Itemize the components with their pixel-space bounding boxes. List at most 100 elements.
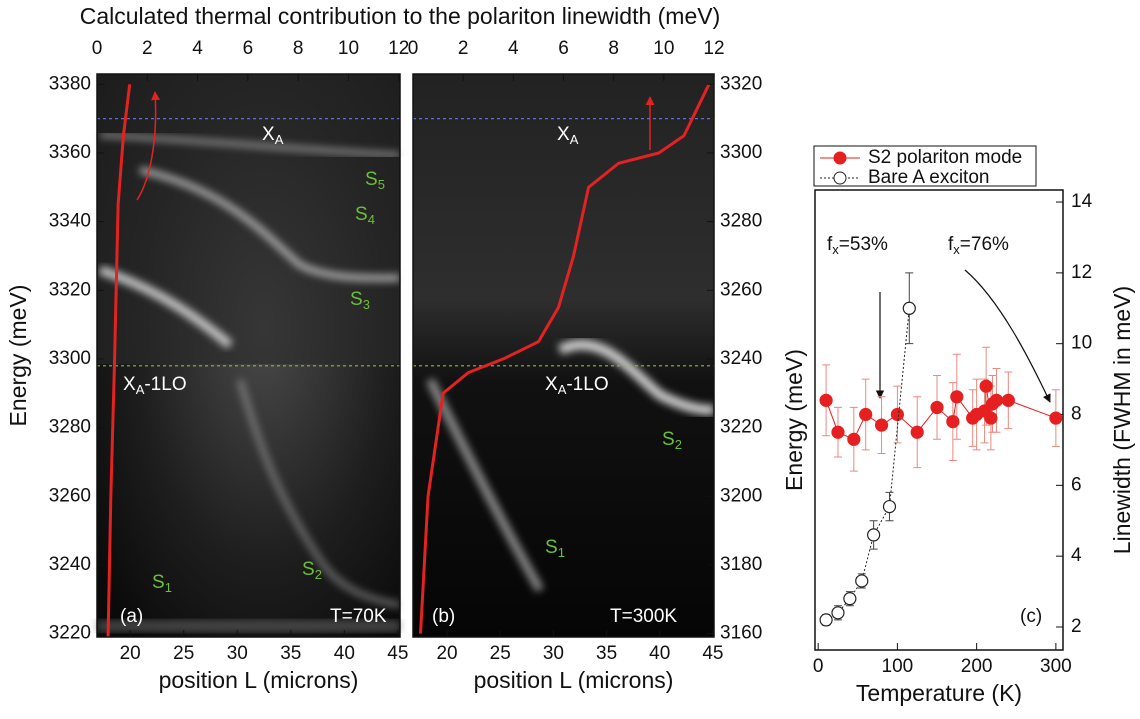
y-axis-label: Energy (meV): [5, 285, 31, 427]
annotation-part: 4: [368, 212, 375, 227]
annotation-part: (c): [1020, 606, 1042, 627]
annotation: (c): [1020, 606, 1042, 627]
annotation: fx=53%: [827, 234, 888, 257]
x-tick-label: 35: [596, 643, 617, 664]
y2-tick-label: 2: [1071, 616, 1082, 637]
y-tick-label: 3300: [720, 142, 762, 163]
y-tick-label: 3340: [49, 211, 91, 232]
y2-tick-label: 10: [1071, 333, 1092, 354]
y-tick-label: 3220: [49, 623, 91, 644]
annotation: (b): [432, 606, 455, 627]
data-point: [847, 432, 861, 446]
y-tick-label: 3320: [720, 73, 762, 94]
data-point: [855, 574, 869, 588]
y2-axis-label: Linewidth (FWHM in meV): [1109, 286, 1135, 554]
x2-tick-label: 2: [142, 38, 153, 59]
x-tick-label: 100: [882, 656, 914, 677]
data-point: [989, 393, 1004, 407]
annotation-part: 5: [378, 177, 385, 192]
data-point: [859, 407, 873, 422]
annotation: S1: [152, 572, 172, 595]
annotation: (a): [120, 606, 143, 627]
annotation: T=70K: [330, 606, 387, 627]
annotation-part: S: [302, 559, 315, 580]
data-point: [819, 613, 833, 627]
x2-tick-label: 4: [192, 38, 203, 59]
panel-a-image: [97, 74, 401, 637]
annotation-part: 3: [363, 297, 370, 312]
x2-tick-label: 6: [243, 38, 254, 59]
y-tick-label: 3300: [49, 348, 91, 369]
annotation: S1: [545, 537, 565, 560]
x-axis-label: position L (microns): [474, 667, 674, 693]
y-tick-label: 3160: [720, 623, 762, 644]
annotation: T=300K: [610, 606, 677, 627]
data-point: [910, 425, 924, 439]
x-tick-label: 35: [280, 643, 301, 664]
x-tick-label: 0: [813, 656, 824, 677]
annotation-part: A: [136, 382, 145, 397]
y2-tick-label: 14: [1071, 191, 1093, 212]
x2-tick-label: 10: [653, 38, 674, 59]
data-point: [984, 411, 998, 425]
annotation-part: x: [953, 242, 960, 257]
annotation-part: X: [557, 124, 570, 145]
annotation-part: -1LO: [566, 374, 608, 395]
legend-marker: [833, 171, 847, 185]
x-tick-label: 40: [334, 643, 355, 664]
y2-tick-label: 6: [1071, 474, 1082, 495]
annotation-part: A: [570, 132, 579, 147]
annotation-part: S: [545, 537, 558, 558]
x-tick-label: 20: [120, 643, 141, 664]
annotation-part: X: [545, 374, 558, 395]
data-point: [902, 301, 916, 315]
annotation-part: f: [827, 234, 833, 255]
arrow: [964, 269, 1051, 403]
y-tick-label: 3380: [49, 73, 91, 94]
annotation: XA-1LO: [123, 374, 187, 397]
annotation-part: X: [262, 124, 275, 145]
annotation-part: =53%: [839, 234, 888, 255]
x2-tick-label: 0: [92, 38, 103, 59]
annotation: S2: [302, 559, 322, 582]
thermal-curve: [106, 84, 132, 638]
annotation-part: (a): [120, 606, 143, 627]
annotation: S4: [355, 204, 375, 227]
annotation-part: A: [558, 382, 567, 397]
plot-frame: [96, 73, 401, 638]
x2-tick-label: 8: [293, 38, 304, 59]
y-tick-label: 3260: [720, 279, 762, 300]
y-tick-label: 3320: [49, 279, 91, 300]
legend-label: S2 polariton mode: [868, 147, 1022, 168]
x-tick-label: 25: [490, 643, 511, 664]
data-point: [946, 414, 960, 429]
y-tick-label: 3280: [720, 211, 762, 232]
data-point: [831, 606, 845, 620]
y2-tick-label: 8: [1071, 404, 1082, 425]
y-tick-label: 3200: [720, 485, 762, 506]
x-tick-label: 40: [649, 643, 670, 664]
y-tick-label: 3240: [49, 554, 91, 575]
annotation-part: T=70K: [330, 606, 387, 627]
x-tick-label: 45: [702, 643, 723, 664]
annotation-part: 1: [165, 580, 172, 595]
data-point: [819, 393, 833, 407]
x-tick-label: 30: [227, 643, 248, 664]
y2-tick-label: 4: [1071, 545, 1082, 566]
x2-tick-label: 12: [388, 38, 409, 59]
legend-box: [813, 145, 1037, 187]
x-tick-label: 25: [173, 643, 194, 664]
x2-tick-label: 2: [458, 38, 469, 59]
plot-frame: [814, 189, 1064, 651]
x-tick-label: 20: [436, 643, 457, 664]
x2-tick-label: 0: [408, 38, 419, 59]
data-point: [831, 425, 845, 439]
y-tick-label: 3220: [720, 417, 762, 438]
x-axis-label: Temperature (K): [856, 680, 1022, 706]
data-point: [874, 418, 889, 432]
data-point: [890, 407, 905, 422]
x-tick-label: 200: [961, 656, 993, 677]
annotation-part: S: [152, 572, 165, 593]
annotation-part: (b): [432, 606, 455, 627]
